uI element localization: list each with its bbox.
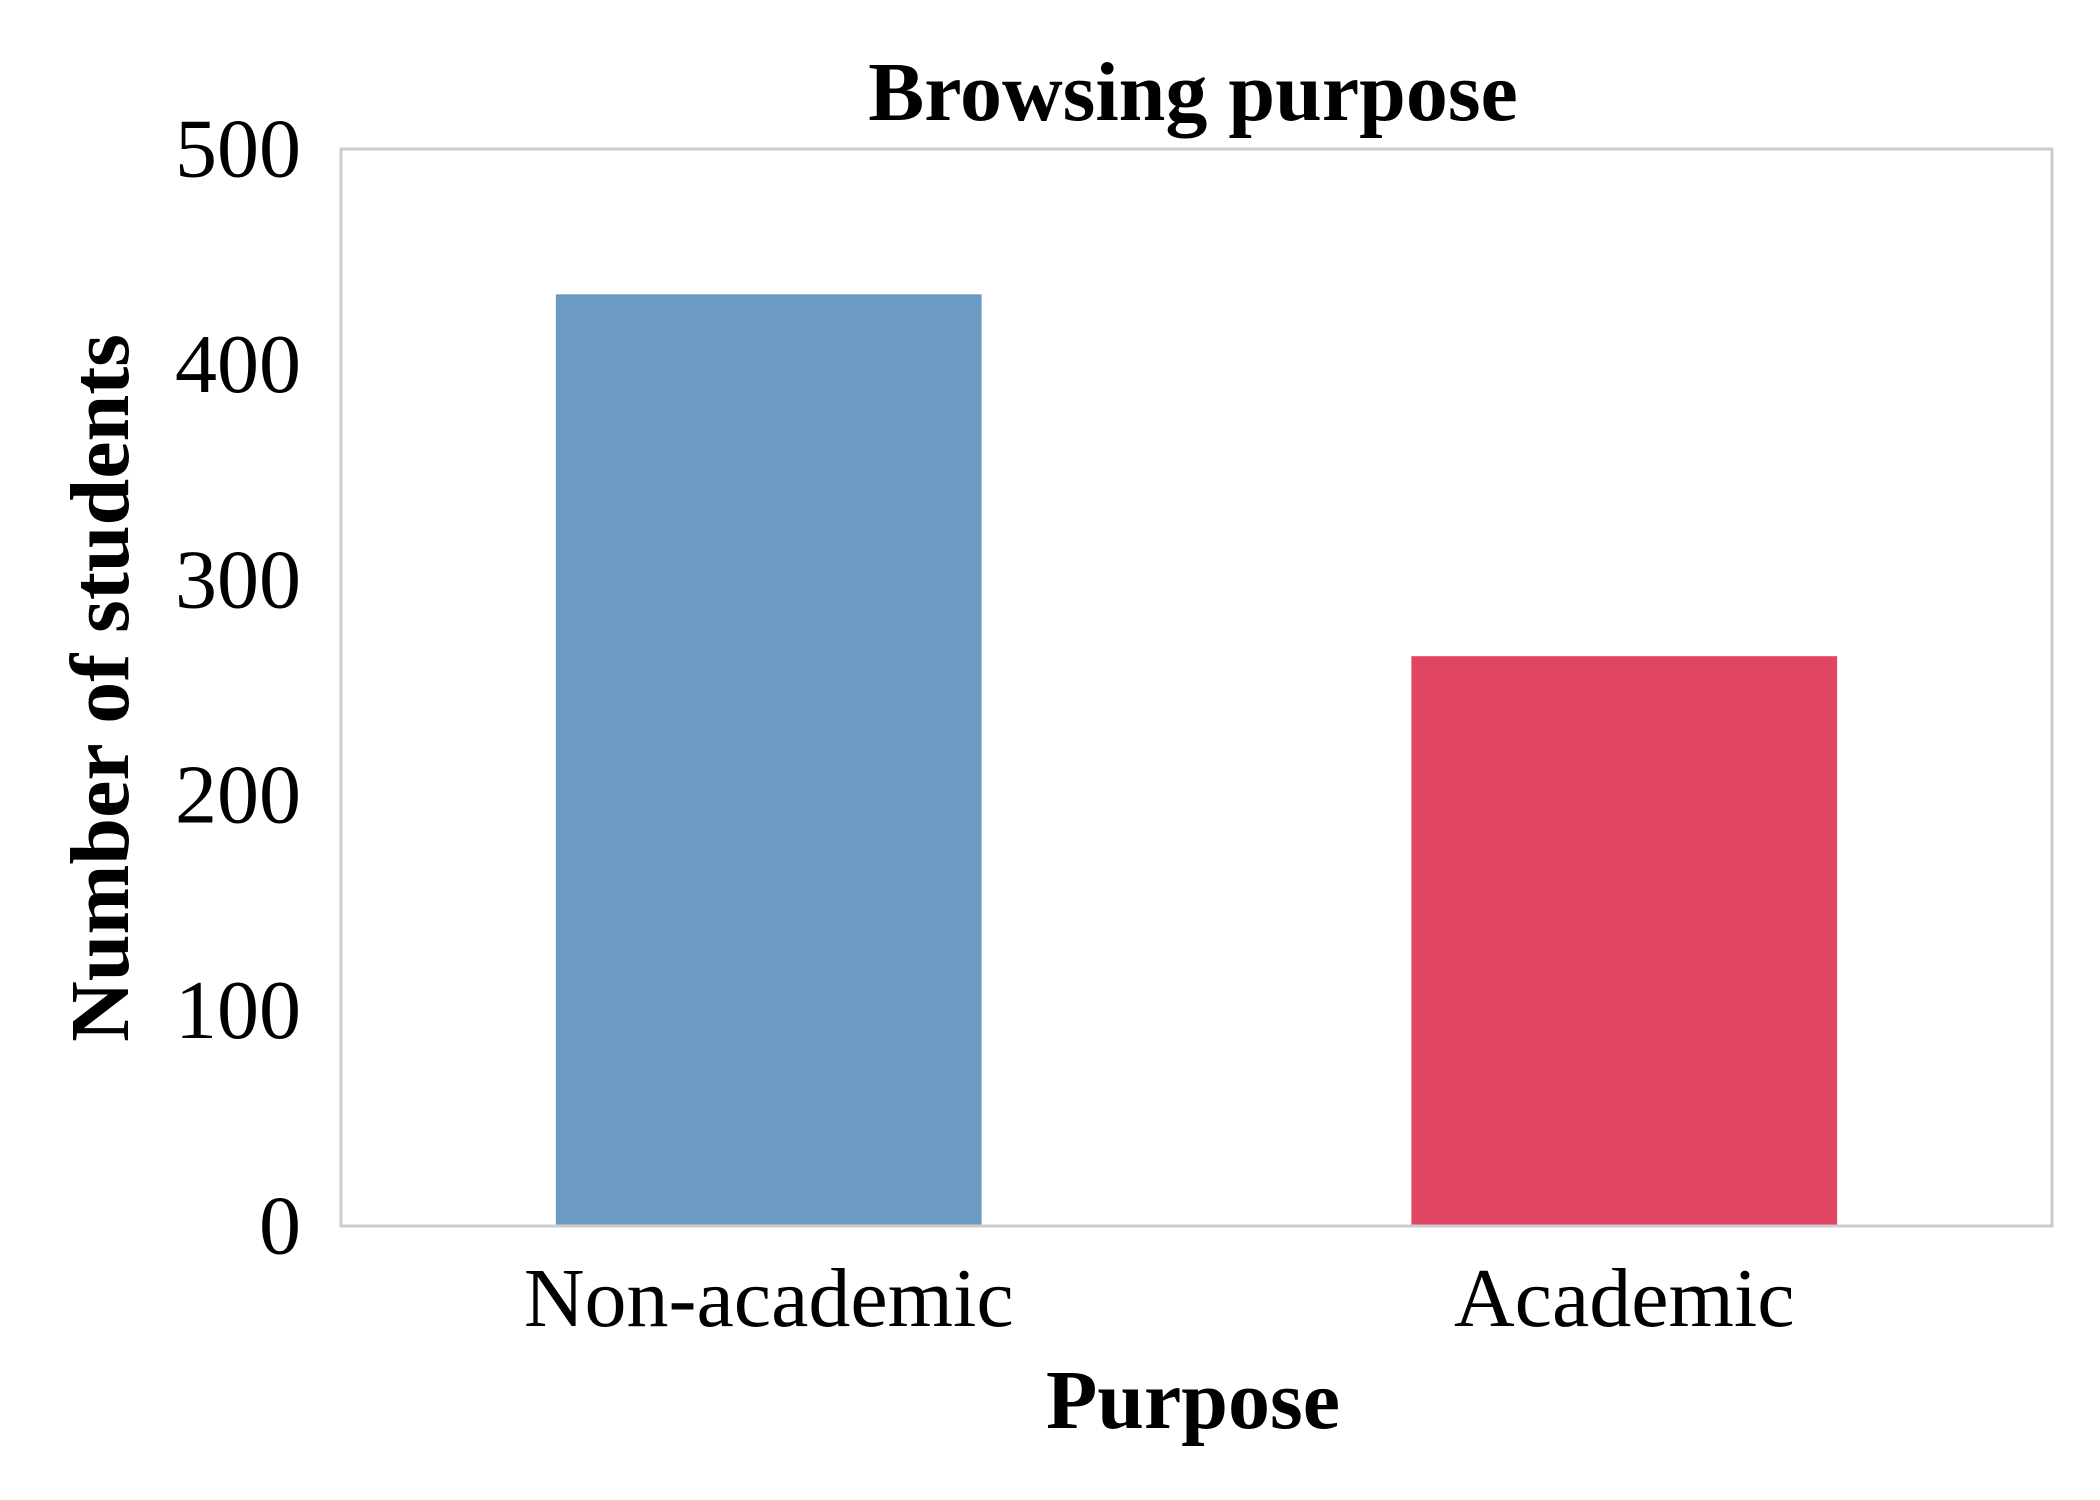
- y-tick-label: 0: [259, 1180, 301, 1273]
- y-tick-label: 100: [175, 964, 301, 1057]
- y-tick-label: 300: [175, 533, 301, 626]
- y-axis-label: Number of students: [54, 334, 147, 1042]
- x-axis-label: Purpose: [1046, 1354, 1340, 1447]
- x-tick-label: Non-academic: [524, 1252, 1014, 1345]
- bar-academic: [1409, 654, 1840, 1227]
- plot-frame: [339, 147, 2054, 1228]
- chart-title: Browsing purpose: [868, 46, 1518, 139]
- bar-non-academic: [553, 292, 984, 1227]
- bars-group: [553, 292, 1840, 1227]
- y-tick-label: 200: [175, 749, 301, 842]
- y-tick-label: 400: [175, 318, 301, 411]
- x-tick-labels: Non-academic Academic: [524, 1252, 1795, 1345]
- y-tick-labels: 0 100 200 300 400 500: [175, 103, 301, 1273]
- y-tick-label: 500: [175, 103, 301, 196]
- x-tick-label: Academic: [1454, 1252, 1794, 1345]
